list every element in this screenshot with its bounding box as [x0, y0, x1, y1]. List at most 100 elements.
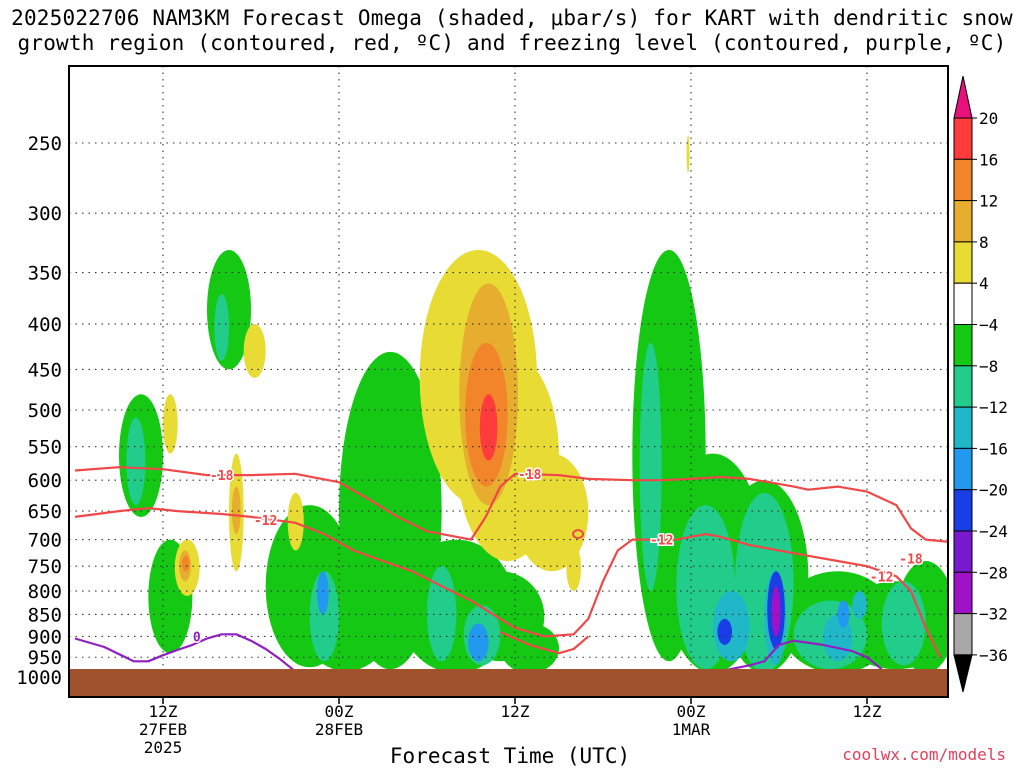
y-tick-label: 300	[28, 203, 62, 225]
colorbar: 20 16 12 8 4 −4 −8 −12 −16 −20 −24 −28 −32 −36	[953, 75, 1008, 693]
colorbar-band	[953, 117, 973, 160]
x-tick-label: 00Z	[325, 702, 354, 721]
y-tick-label: 550	[28, 437, 62, 459]
terrain-fill	[69, 669, 948, 697]
colorbar-band	[953, 613, 973, 656]
y-tick-label: 500	[28, 400, 62, 422]
omega-cell	[317, 571, 329, 615]
y-tick-label: 250	[28, 133, 62, 155]
chart-title-line1: 2025022706 NAM3KM Forecast Omega (shaded…	[11, 6, 1013, 30]
colorbar-over-triangle	[953, 75, 973, 119]
x-tick-label: 12Z	[501, 702, 530, 721]
x-axis-title: Forecast Time (UTC)	[389, 744, 631, 768]
omega-cell	[214, 294, 230, 361]
x-tick-label: 00Z	[677, 702, 706, 721]
dgz-contour-label: -18	[899, 552, 923, 567]
chart-title-line2: growth region (contoured, red, ºC) and f…	[17, 31, 1007, 55]
omega-cell	[771, 586, 781, 637]
y-tick-label: 800	[28, 581, 62, 603]
x-tick-label: 12Z	[853, 702, 882, 721]
omega-cell	[182, 555, 190, 572]
colorbar-tick-label: −36	[979, 646, 1008, 665]
y-tick-label: 1000	[16, 667, 62, 689]
y-tick-label: 400	[28, 314, 62, 336]
colorbar-under-triangle	[953, 654, 973, 693]
y-tick-label: 850	[28, 604, 62, 626]
omega-cell	[515, 453, 589, 572]
colorbar-band	[953, 447, 973, 491]
omega-cell	[566, 545, 582, 592]
omega-cell	[126, 417, 146, 506]
colorbar-band	[953, 365, 973, 408]
omega-cell	[287, 492, 304, 551]
colorbar-tick-label: 8	[979, 233, 989, 252]
omega-cell	[163, 394, 178, 454]
colorbar-band	[953, 530, 973, 573]
y-tick-label: 650	[28, 501, 62, 523]
dgz-contour-label: -12	[870, 570, 893, 585]
colorbar-band	[953, 282, 973, 326]
colorbar-tick-label: −20	[979, 481, 1008, 500]
colorbar-tick-label: 4	[979, 274, 989, 293]
dgz-contour-label: -12	[254, 514, 277, 529]
x-tick-label: 27FEB	[139, 720, 187, 739]
omega-cell	[309, 571, 340, 662]
omega-cell	[717, 618, 733, 645]
colorbar-band	[953, 324, 973, 367]
dgz-contour-ring	[572, 529, 585, 540]
dgz-contour-minus12-lower	[499, 631, 590, 655]
colorbar-band	[953, 489, 973, 532]
omega-cell	[500, 623, 559, 674]
colorbar-tick-label: −16	[979, 439, 1008, 458]
colorbar-band	[953, 571, 973, 615]
dgz-contour-label: -18	[518, 468, 542, 483]
x-tick-label: 1MAR	[672, 720, 711, 739]
y-tick-label: 350	[28, 263, 62, 285]
contour-lines: -18 -12 -18 -12 -18 -12 0	[74, 466, 948, 679]
omega-cell	[881, 581, 926, 666]
dgz-contour-minus18	[74, 466, 948, 543]
x-tick-label: 28FEB	[315, 720, 363, 739]
omega-cell	[231, 486, 241, 535]
dgz-contour-label: -18	[210, 469, 234, 484]
y-axis: 2503003504004505005506006507007508008509…	[16, 133, 62, 689]
colorbar-band	[953, 158, 973, 202]
colorbar-tick-label: 20	[979, 109, 998, 128]
y-tick-label: 900	[28, 626, 62, 648]
omega-cell	[468, 623, 489, 662]
x-tick-label: 2025	[144, 738, 183, 757]
omega-cell	[243, 324, 266, 378]
dgz-contour-label: -12	[650, 534, 673, 549]
colorbar-tick-label: 12	[979, 192, 998, 211]
colorbar-tick-label: −32	[979, 605, 1008, 624]
colorbar-band	[953, 200, 973, 243]
y-tick-label: 750	[28, 556, 62, 578]
colorbar-tick-label: −8	[979, 357, 998, 376]
y-tick-label: 450	[28, 359, 62, 381]
colorbar-band	[953, 241, 973, 284]
colorbar-tick-label: −24	[979, 522, 1008, 541]
plot-frame	[68, 65, 949, 698]
freezing-contour-east	[720, 639, 883, 673]
omega-shading	[119, 135, 948, 674]
colorbar-tick-label: 16	[979, 150, 998, 169]
y-tick-label: 600	[28, 470, 62, 492]
dgz-contour-minus12	[74, 507, 942, 658]
credit-link[interactable]: coolwx.com/models	[842, 745, 1006, 764]
plot-grid	[69, 66, 948, 677]
omega-cell	[686, 135, 690, 173]
colorbar-tick-label: −28	[979, 563, 1008, 582]
omega-cell	[479, 394, 498, 461]
colorbar-tick-label: −4	[979, 316, 998, 335]
colorbar-band	[953, 406, 973, 449]
freezing-contour	[74, 633, 296, 673]
x-tick-label: 12Z	[149, 702, 178, 721]
y-tick-label: 700	[28, 530, 62, 552]
omega-cell	[639, 342, 662, 592]
y-tick-label: 950	[28, 647, 62, 669]
freezing-contour-label: 0	[193, 630, 201, 645]
omega-cell	[852, 591, 868, 619]
colorbar-tick-label: −12	[979, 398, 1008, 417]
